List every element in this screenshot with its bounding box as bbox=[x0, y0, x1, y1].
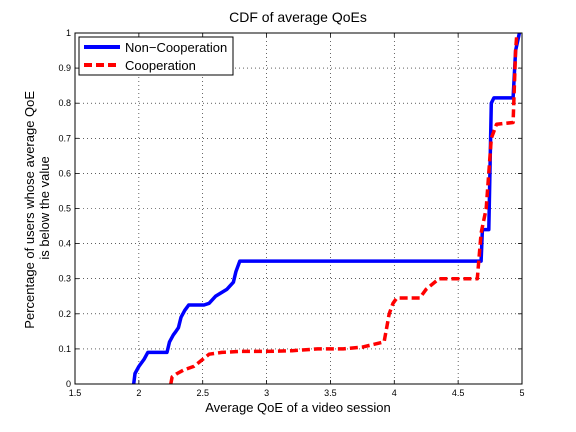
plot-frame bbox=[74, 32, 523, 385]
legend-box bbox=[78, 36, 234, 76]
x-tick-label: 3.5 bbox=[324, 388, 337, 398]
chart-title: CDF of average QoEs bbox=[229, 9, 367, 25]
y-tick-label: 0 bbox=[66, 379, 71, 389]
x-tick-label: 2.5 bbox=[196, 388, 209, 398]
series-line-cooperation bbox=[169, 32, 519, 385]
x-tick-label: 4.5 bbox=[452, 388, 465, 398]
x-tick-label: 3 bbox=[264, 388, 269, 398]
y-tick-label: 0.6 bbox=[58, 168, 71, 178]
y-tick-label: 0.2 bbox=[58, 309, 71, 319]
x-tick-label: 5 bbox=[519, 388, 524, 398]
y-tick-label: 0.7 bbox=[58, 133, 71, 143]
grid-lines bbox=[75, 33, 522, 384]
x-tick-label: 4 bbox=[392, 388, 397, 398]
legend-label-cooperation: Cooperation bbox=[125, 58, 196, 73]
y-tick-label: 0.1 bbox=[58, 344, 71, 354]
x-tick-label: 2 bbox=[136, 388, 141, 398]
y-tick-label: 0.3 bbox=[58, 274, 71, 284]
x-axis-title: Average QoE of a video session bbox=[205, 400, 391, 415]
y-tick-label: 0.9 bbox=[58, 63, 71, 73]
legend: Non−Cooperation Cooperation bbox=[78, 36, 234, 76]
y-axis-title-line-2: is below the value bbox=[37, 156, 52, 259]
axis-ticks: 1.5 2 2.5 3 3.5 4 4.5 5 0 0.1 0.2 0.3 0.4 0.5 0.6 0.7 0.… bbox=[58, 28, 524, 398]
y-axis-title: Percentage of users whose average QoE is… bbox=[22, 87, 52, 328]
y-tick-label: 0.4 bbox=[58, 239, 71, 249]
y-tick-label: 0.5 bbox=[58, 204, 71, 214]
y-tick-label: 1 bbox=[66, 28, 71, 38]
y-axis-title-line-1: Percentage of users whose average QoE bbox=[22, 91, 37, 329]
legend-label-non-cooperation: Non−Cooperation bbox=[125, 40, 227, 55]
y-tick-label: 0.8 bbox=[58, 98, 71, 108]
series-line-non-cooperation bbox=[131, 32, 522, 385]
series-lines bbox=[131, 32, 522, 385]
x-tick-label: 1.5 bbox=[69, 388, 82, 398]
